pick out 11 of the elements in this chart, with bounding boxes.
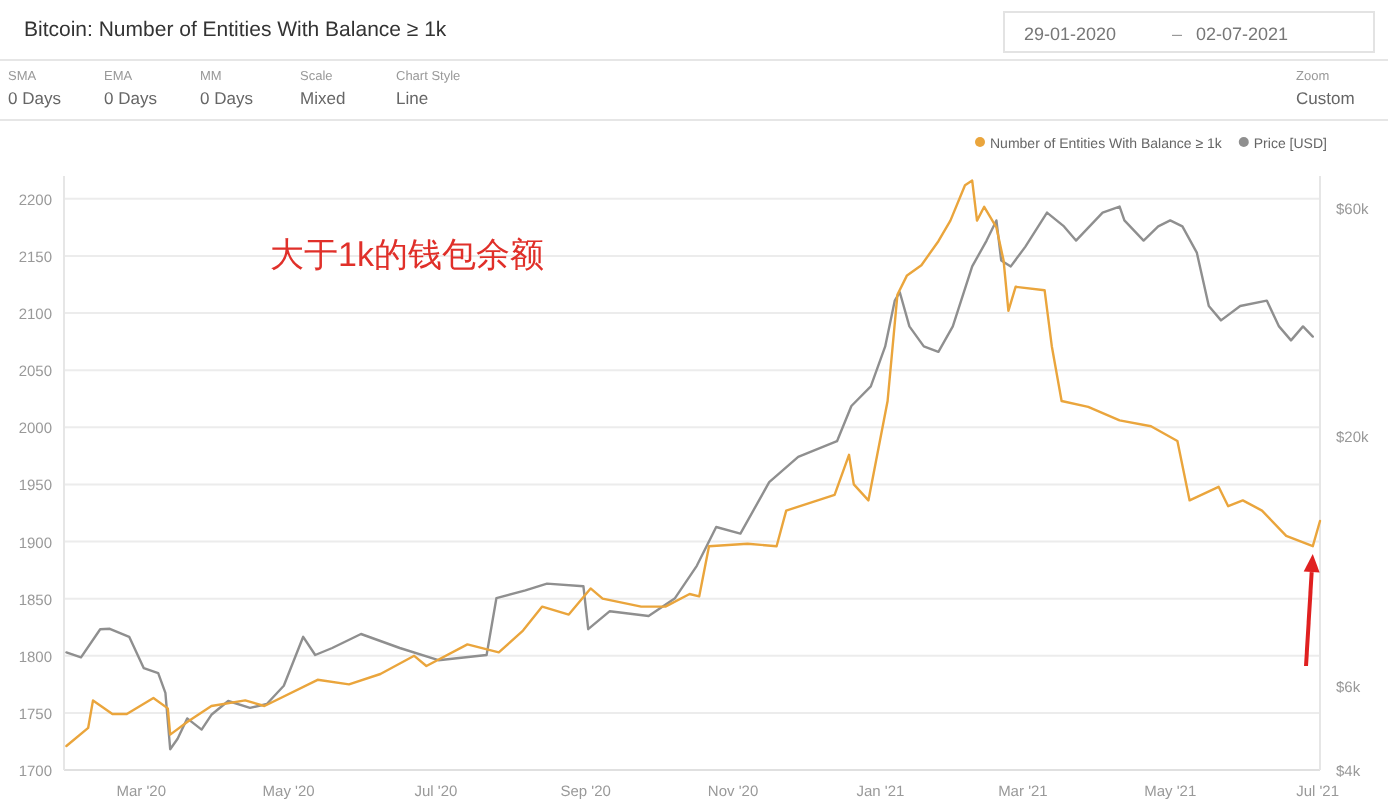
text: 0 Days xyxy=(8,88,61,108)
text: Line xyxy=(396,88,429,108)
text: 02-07-2021 xyxy=(1196,24,1289,44)
text: – xyxy=(1172,24,1183,44)
text: 29-01-2020 xyxy=(1024,24,1117,44)
text: 0 Days xyxy=(104,88,157,108)
text: Custom xyxy=(1296,88,1355,108)
text: Mixed xyxy=(300,88,346,108)
chart-title: Bitcoin: Number of Entities With Balance ≥ 1k xyxy=(24,18,448,42)
text: 0 Days xyxy=(200,88,253,108)
annotation: 大于1k的钱包余额 xyxy=(270,236,544,274)
